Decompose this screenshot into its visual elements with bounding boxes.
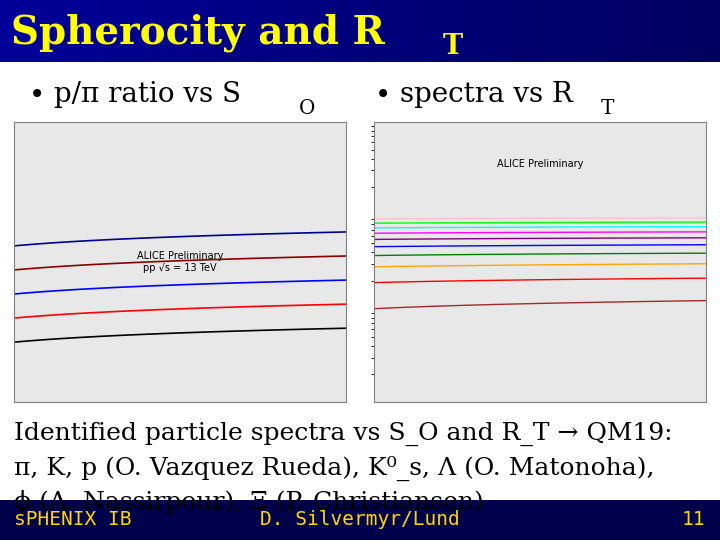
Text: spectra vs R: spectra vs R xyxy=(400,81,572,108)
Text: O: O xyxy=(299,99,315,118)
Text: Identified particle spectra vs S_O and R_T → QM19:: Identified particle spectra vs S_O and R… xyxy=(14,422,673,446)
Text: p/π ratio vs S: p/π ratio vs S xyxy=(54,81,241,108)
Text: ALICE Preliminary: ALICE Preliminary xyxy=(497,159,583,168)
Text: π, K, p (O. Vazquez Rueda), K⁰_s, Λ (O. Matonoha),: π, K, p (O. Vazquez Rueda), K⁰_s, Λ (O. … xyxy=(14,456,655,481)
Text: T: T xyxy=(443,33,463,60)
Text: •: • xyxy=(29,81,45,109)
Text: •: • xyxy=(374,81,391,109)
Text: ALICE Preliminary
pp √s = 13 TeV: ALICE Preliminary pp √s = 13 TeV xyxy=(137,251,223,273)
Text: ϕ (A. Nassirpour), Ξ (P. Christiansen): ϕ (A. Nassirpour), Ξ (P. Christiansen) xyxy=(14,490,484,514)
Text: D. Silvermyr/Lund: D. Silvermyr/Lund xyxy=(260,510,460,529)
Text: T: T xyxy=(601,99,615,118)
Text: 11: 11 xyxy=(682,510,706,529)
Text: Spherocity and R: Spherocity and R xyxy=(11,13,384,51)
Text: sPHENIX IB: sPHENIX IB xyxy=(14,510,132,529)
